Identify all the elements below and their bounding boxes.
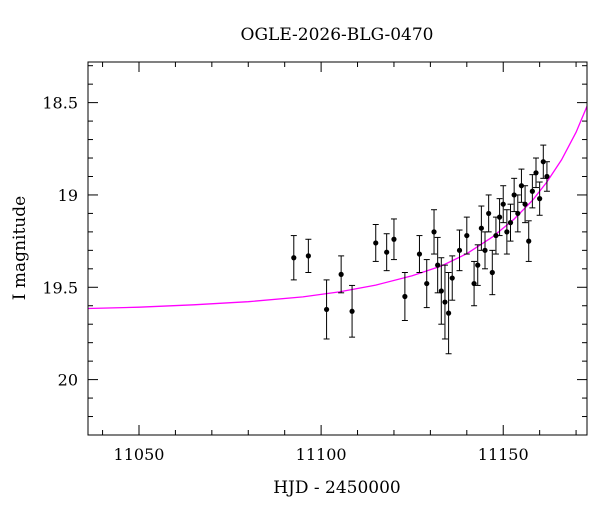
- y-tick-label: 20: [58, 371, 78, 390]
- data-point: [456, 247, 463, 253]
- model-curve: [88, 106, 587, 310]
- data-point: [478, 225, 484, 231]
- x-tick-label: 11100: [296, 445, 347, 464]
- data-point: [475, 262, 481, 268]
- axis-tick-labels: 11050 11100 11150 18.5 19 19.5 20: [42, 94, 528, 464]
- data-point: [537, 196, 543, 202]
- data-point: [522, 201, 528, 207]
- data-point: [496, 214, 503, 220]
- data-point: [515, 210, 521, 217]
- data-point: [486, 210, 492, 217]
- data-point: [464, 232, 470, 239]
- model-curve-layer: [88, 106, 587, 310]
- data-point: [442, 299, 448, 305]
- y-axis-label: I magnitude: [10, 196, 30, 300]
- plot-frame: [87, 61, 588, 436]
- data-point: [445, 310, 452, 316]
- data-point: [416, 251, 423, 257]
- data-point: [526, 238, 532, 244]
- data-point: [540, 159, 546, 165]
- chart-title: OGLE-2026-BLG-0470: [241, 25, 434, 45]
- data-point: [291, 255, 297, 261]
- data-point: [507, 220, 514, 226]
- y-tick-label: 19.5: [42, 278, 78, 297]
- y-tick-label: 19: [58, 186, 78, 205]
- data-point: [349, 308, 355, 314]
- data-point: [529, 188, 535, 194]
- data-point: [391, 236, 397, 242]
- data-point: [489, 269, 495, 276]
- y-tick-label: 18.5: [42, 94, 78, 113]
- data-point: [323, 306, 330, 313]
- data-point: [518, 183, 525, 189]
- data-point: [435, 262, 441, 268]
- data-point: [544, 173, 550, 180]
- data-point: [533, 170, 539, 176]
- x-tick-label: 11150: [478, 445, 529, 464]
- data-point: [384, 249, 390, 255]
- data-point: [338, 271, 344, 277]
- x-axis-label: HJD - 2450000: [273, 478, 401, 498]
- data-points-layer: [290, 144, 550, 355]
- data-point: [373, 240, 379, 246]
- data-point: [402, 293, 408, 300]
- data-point: [511, 192, 517, 198]
- data-point: [431, 229, 437, 235]
- data-point: [471, 280, 477, 287]
- data-point: [493, 232, 499, 239]
- data-point: [438, 288, 444, 294]
- data-point: [504, 229, 510, 235]
- data-point: [424, 280, 430, 287]
- data-point: [482, 247, 488, 253]
- axis-ticks: [88, 62, 587, 436]
- data-point: [305, 253, 311, 259]
- data-point: [500, 201, 506, 207]
- x-tick-label: 11050: [114, 445, 165, 464]
- data-point: [449, 275, 455, 281]
